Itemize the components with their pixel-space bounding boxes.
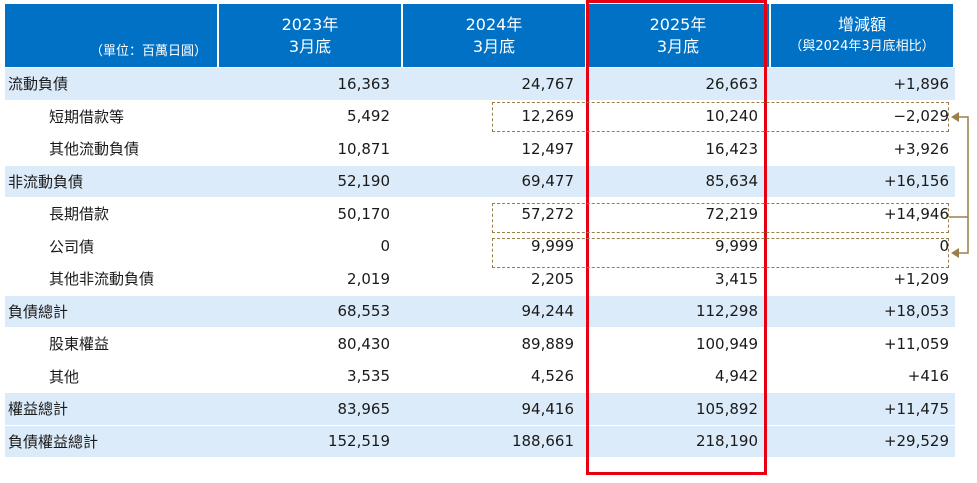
cell-2024: 12,497 (403, 132, 587, 165)
row-label: 長期借款 (5, 197, 219, 230)
dashed-box-bonds (492, 238, 949, 268)
table-row: 短期借款等 5,492 12,269 10,240 −2,029 (5, 99, 955, 133)
dashed-box-long-term-borrowings (492, 203, 949, 233)
header-2025-sub: 3月底 (656, 36, 700, 56)
cell-2025: 105,892 (587, 392, 771, 425)
cell-2025: 9,999 (587, 229, 771, 263)
cell-change: +1,209 (771, 262, 955, 295)
cell-2023: 10,871 (219, 132, 403, 165)
cell-2023: 3,535 (219, 359, 403, 393)
cell-2023: 80,430 (219, 327, 403, 360)
cell-change: +11,059 (771, 327, 955, 360)
cell-2024: 57,272 (403, 197, 587, 230)
table-row: 其他非流動負債 2,019 2,205 3,415 +1,209 (5, 262, 955, 295)
table-row: 流動負債 16,363 24,767 26,663 +1,896 (5, 67, 955, 100)
cell-2025: 100,949 (587, 327, 771, 360)
header-2025-year: 2025年 (649, 14, 707, 34)
cell-2024: 94,244 (403, 294, 587, 327)
cell-2023: 52,190 (219, 164, 403, 197)
cell-change: +11,475 (771, 392, 955, 425)
cell-2023: 68,553 (219, 294, 403, 327)
table-row: 其他 3,535 4,526 4,942 +416 (5, 359, 955, 393)
cell-2024: 2,205 (403, 262, 587, 295)
row-label: 短期借款等 (5, 99, 219, 133)
cell-change: +416 (771, 359, 955, 393)
row-label: 其他非流動負債 (5, 262, 219, 295)
cell-2023: 50,170 (219, 197, 403, 230)
row-label: 公司債 (5, 229, 219, 263)
header-change-sub: （與2024年3月底相比） (789, 38, 935, 54)
cell-change: +14,946 (771, 197, 955, 230)
cell-change: −2,029 (771, 99, 955, 133)
header-2023-sub: 3月底 (288, 36, 332, 56)
cell-2024: 188,661 (403, 424, 587, 457)
cell-2025: 72,219 (587, 197, 771, 230)
cell-2023: 83,965 (219, 392, 403, 425)
cell-change: +1,896 (771, 67, 955, 100)
unit-label: （單位：百萬日圓） (5, 4, 219, 67)
connector-line (957, 217, 969, 254)
table-row: 權益總計 83,965 94,416 105,892 +11,475 (5, 392, 955, 425)
header-change-title: 增減額 (837, 14, 886, 34)
row-label: 股東權益 (5, 327, 219, 360)
cell-2023: 16,363 (219, 67, 403, 100)
table-row: 長期借款 50,170 57,272 72,219 +14,946 (5, 197, 955, 230)
header-2023: 2023年 3月底 (219, 4, 403, 67)
cell-2024: 12,269 (403, 99, 587, 133)
header-2023-year: 2023年 (281, 14, 339, 34)
dashed-box-short-term-borrowings (492, 102, 949, 132)
cell-2024: 94,416 (403, 392, 587, 425)
cell-2024: 9,999 (403, 229, 587, 263)
table-row: 股東權益 80,430 89,889 100,949 +11,059 (5, 327, 955, 360)
cell-change: +29,529 (771, 424, 955, 457)
row-label: 負債權益總計 (5, 424, 219, 457)
cell-2024: 24,767 (403, 67, 587, 100)
row-label: 流動負債 (5, 67, 219, 100)
cell-2023: 152,519 (219, 424, 403, 457)
table-row: 其他流動負債 10,871 12,497 16,423 +3,926 (5, 132, 955, 165)
row-label: 非流動負債 (5, 164, 219, 197)
cell-change: 0 (771, 229, 955, 263)
cell-change: +16,156 (771, 164, 955, 197)
cell-2024: 4,526 (403, 359, 587, 393)
cell-2025: 26,663 (587, 67, 771, 100)
header-2025: 2025年 3月底 (587, 4, 771, 67)
table-row: 負債權益總計 152,519 188,661 218,190 +29,529 (5, 424, 955, 457)
cell-change: +18,053 (771, 294, 955, 327)
cell-2025: 3,415 (587, 262, 771, 295)
arrow-head-icon (951, 112, 959, 122)
header-2024: 2024年 3月底 (403, 4, 587, 67)
header-row: （單位：百萬日圓） 2023年 3月底 2024年 3月底 2025年 3月底 增減額… (5, 4, 955, 67)
table-row: 非流動負債 52,190 69,477 85,634 +16,156 (5, 164, 955, 197)
cell-2025: 218,190 (587, 424, 771, 457)
table-row: 負債總計 68,553 94,244 112,298 +18,053 (5, 294, 955, 327)
cell-2023: 0 (219, 229, 403, 263)
cell-2024: 69,477 (403, 164, 587, 197)
connector-line (949, 116, 969, 218)
cell-2025: 10,240 (587, 99, 771, 133)
header-2024-sub: 3月底 (472, 36, 516, 56)
cell-change: +3,926 (771, 132, 955, 165)
row-label: 其他流動負債 (5, 132, 219, 165)
row-label: 權益總計 (5, 392, 219, 425)
header-change: 增減額 （與2024年3月底相比） (771, 4, 955, 67)
cell-2023: 2,019 (219, 262, 403, 295)
cell-2023: 5,492 (219, 99, 403, 133)
row-label: 其他 (5, 359, 219, 393)
cell-2025: 16,423 (587, 132, 771, 165)
cell-2025: 112,298 (587, 294, 771, 327)
highlight-2025-column (586, 0, 767, 475)
balance-sheet-table: （單位：百萬日圓） 2023年 3月底 2024年 3月底 2025年 3月底 增減額… (5, 4, 955, 457)
arrow-head-icon (951, 248, 959, 258)
table-row: 公司債 0 9,999 9,999 0 (5, 229, 955, 263)
cell-2024: 89,889 (403, 327, 587, 360)
row-label: 負債總計 (5, 294, 219, 327)
cell-2025: 4,942 (587, 359, 771, 393)
header-2024-year: 2024年 (465, 14, 523, 34)
cell-2025: 85,634 (587, 164, 771, 197)
